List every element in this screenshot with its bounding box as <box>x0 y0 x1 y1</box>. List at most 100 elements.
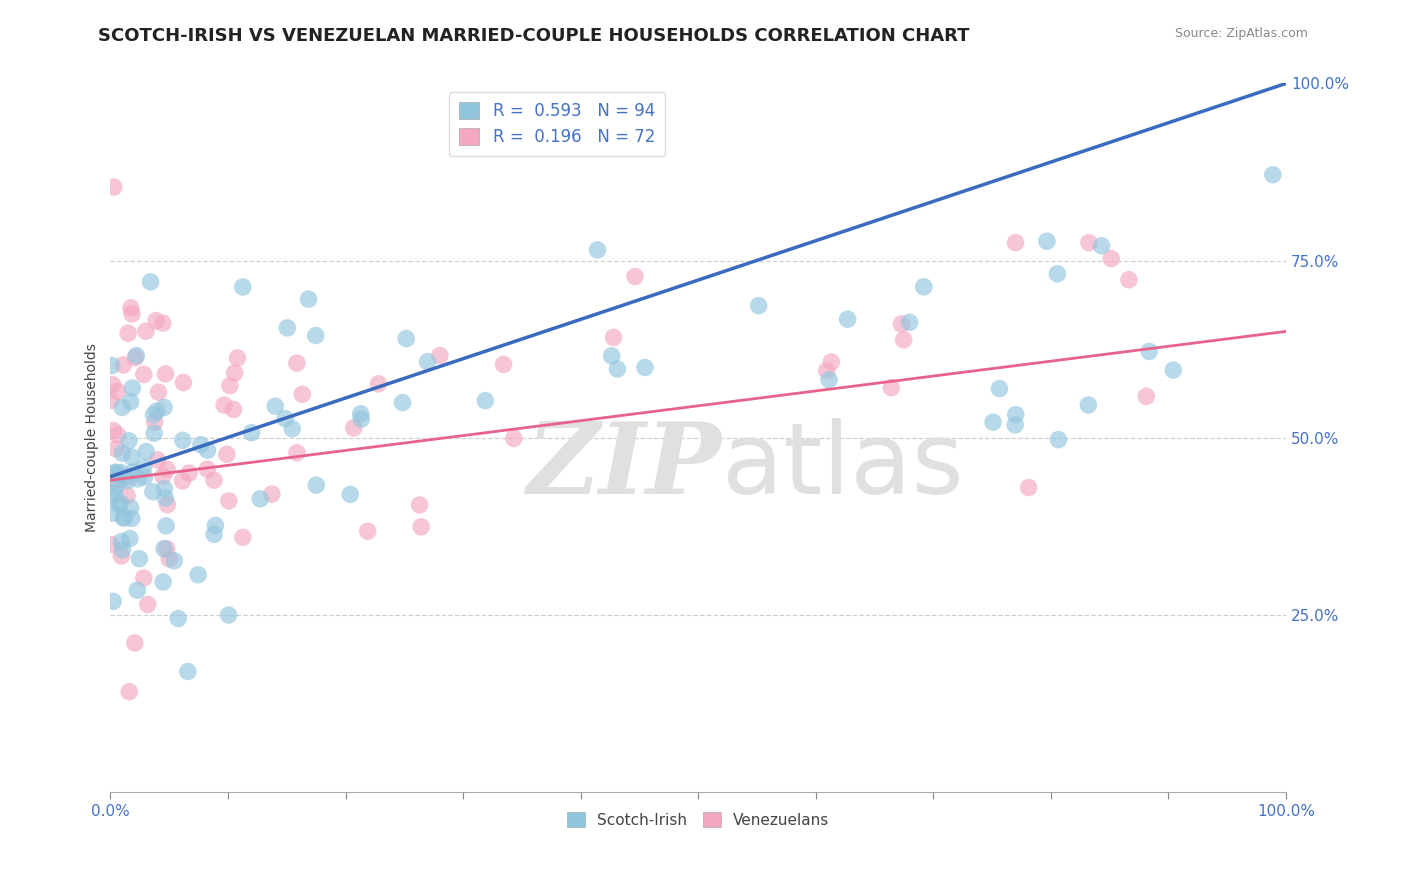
Point <box>215 447 238 461</box>
Point <box>748 299 770 313</box>
Point <box>139 275 162 289</box>
Point <box>890 317 912 331</box>
Point <box>104 465 127 479</box>
Point <box>818 373 841 387</box>
Point <box>395 332 418 346</box>
Point <box>120 301 142 315</box>
Point <box>153 482 176 496</box>
Point <box>218 494 240 508</box>
Point <box>157 551 180 566</box>
Point <box>103 424 125 438</box>
Point <box>350 412 373 426</box>
Point <box>143 415 166 429</box>
Point <box>118 532 141 546</box>
Point <box>146 404 169 418</box>
Point <box>132 368 155 382</box>
Point <box>118 434 141 448</box>
Point <box>136 598 159 612</box>
Point <box>110 466 132 480</box>
Point <box>339 487 361 501</box>
Point <box>240 425 263 440</box>
Point <box>172 474 194 488</box>
Point <box>1137 344 1160 359</box>
Point <box>122 465 145 479</box>
Point <box>112 358 135 372</box>
Point <box>274 411 297 425</box>
Point <box>117 474 139 488</box>
Point <box>285 356 308 370</box>
Point <box>600 349 623 363</box>
Point <box>285 446 308 460</box>
Point <box>172 376 194 390</box>
Point <box>343 421 366 435</box>
Point <box>172 434 194 448</box>
Point <box>120 500 142 515</box>
Point <box>912 280 935 294</box>
Point <box>195 462 218 476</box>
Point <box>1077 398 1099 412</box>
Point <box>105 478 128 492</box>
Point <box>249 491 271 506</box>
Point <box>218 608 240 623</box>
Text: SCOTCH-IRISH VS VENEZUELAN MARRIED-COUPLE HOUSEHOLDS CORRELATION CHART: SCOTCH-IRISH VS VENEZUELAN MARRIED-COUPL… <box>98 27 970 45</box>
Point <box>120 395 142 409</box>
Point <box>502 432 524 446</box>
Point <box>1047 433 1070 447</box>
Legend: Scotch-Irish, Venezuelans: Scotch-Irish, Venezuelans <box>561 805 835 834</box>
Point <box>305 478 328 492</box>
Point <box>105 473 128 487</box>
Point <box>1099 252 1122 266</box>
Point <box>634 360 657 375</box>
Point <box>350 407 373 421</box>
Point <box>898 315 921 329</box>
Point <box>105 442 128 456</box>
Point <box>408 498 430 512</box>
Point <box>107 384 129 399</box>
Point <box>232 530 254 544</box>
Point <box>202 527 225 541</box>
Point <box>297 292 319 306</box>
Point <box>224 366 246 380</box>
Point <box>260 487 283 501</box>
Point <box>204 518 226 533</box>
Point <box>190 438 212 452</box>
Point <box>586 243 609 257</box>
Point <box>1004 408 1026 422</box>
Point <box>110 549 132 563</box>
Point <box>121 450 143 464</box>
Point <box>110 495 132 509</box>
Point <box>142 408 165 422</box>
Point <box>125 349 148 363</box>
Point <box>218 378 240 392</box>
Point <box>153 541 176 556</box>
Point <box>391 395 413 409</box>
Point <box>107 467 129 482</box>
Point <box>127 472 149 486</box>
Point <box>148 385 170 400</box>
Point <box>135 324 157 338</box>
Point <box>103 466 125 480</box>
Y-axis label: Married-couple Households: Married-couple Households <box>86 343 100 533</box>
Point <box>121 381 143 395</box>
Point <box>156 541 179 556</box>
Point <box>820 355 842 369</box>
Point <box>115 470 138 484</box>
Point <box>155 491 177 505</box>
Point <box>112 511 135 525</box>
Point <box>429 349 451 363</box>
Point <box>101 377 124 392</box>
Point <box>291 387 314 401</box>
Point <box>128 551 150 566</box>
Point <box>135 444 157 458</box>
Point <box>276 321 298 335</box>
Point <box>281 422 304 436</box>
Point <box>837 312 859 326</box>
Point <box>132 571 155 585</box>
Point <box>115 489 138 503</box>
Point <box>177 665 200 679</box>
Point <box>100 393 122 408</box>
Point <box>305 328 328 343</box>
Point <box>153 401 176 415</box>
Point <box>108 498 131 512</box>
Point <box>411 520 433 534</box>
